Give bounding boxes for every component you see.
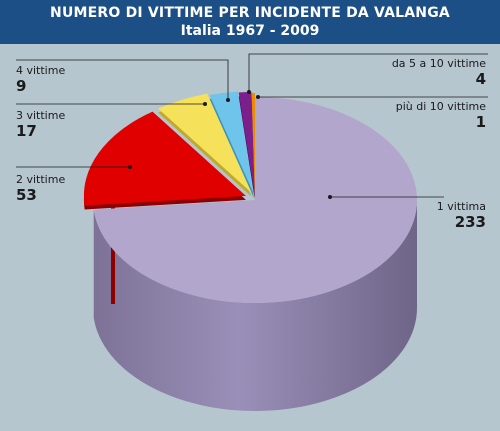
label-3-vittime: 3 vittime 17	[16, 109, 65, 140]
slice-2-vittime	[83, 111, 246, 206]
slice-edge-4-vittime	[209, 95, 254, 199]
leader-dot-3-vittime	[203, 102, 207, 106]
slice-side-1-vittima	[93, 200, 417, 411]
slice-5-10-vittime	[238, 92, 255, 196]
label-value: 1	[475, 113, 486, 131]
chart-title: NUMERO DI VITTIME PER INCIDENTE DA VALAN…	[50, 5, 450, 21]
label-1-vittima: 1 vittima 233	[437, 200, 486, 231]
leader-dot-1-vittima	[328, 195, 332, 199]
slice-1-vittima	[93, 97, 417, 303]
label-name: 3 vittime	[16, 109, 66, 122]
slice-piu-10-vittime	[251, 93, 255, 197]
slice-4-vittime	[209, 91, 254, 195]
leader-line-5-10-vittime	[248, 53, 488, 92]
label-value: 233	[454, 213, 486, 231]
leader-dot-piu-10-vittime	[256, 95, 260, 99]
leader-line-4-vittime	[16, 59, 229, 100]
label-piu-10-vittime: più di 10 vittime 1	[396, 100, 486, 131]
label-value: 4	[475, 70, 486, 88]
label-value: 17	[16, 122, 37, 140]
leader-dot-4-vittime	[226, 98, 230, 102]
label-name: da 5 a 10 vittime	[391, 57, 486, 70]
label-value: 9	[16, 77, 27, 95]
leader-dot-2-vittime	[128, 165, 132, 169]
label-value: 53	[16, 186, 37, 204]
label-4-vittime: 4 vittime 9	[16, 64, 65, 95]
slice-3-vittime	[158, 93, 252, 193]
label-name: 4 vittime	[16, 64, 66, 77]
chart-header: NUMERO DI VITTIME PER INCIDENTE DA VALAN…	[0, 0, 500, 44]
leader-dot-5-10-vittime	[247, 90, 251, 94]
label-2-vittime: 2 vittime 53	[16, 173, 65, 204]
label-name: 2 vittime	[16, 173, 66, 186]
chart-subtitle: Italia 1967 - 2009	[180, 23, 320, 39]
label-name: più di 10 vittime	[395, 100, 486, 113]
label-5-10-vittime: da 5 a 10 vittime 4	[392, 57, 486, 88]
label-name: 1 vittima	[436, 200, 486, 213]
